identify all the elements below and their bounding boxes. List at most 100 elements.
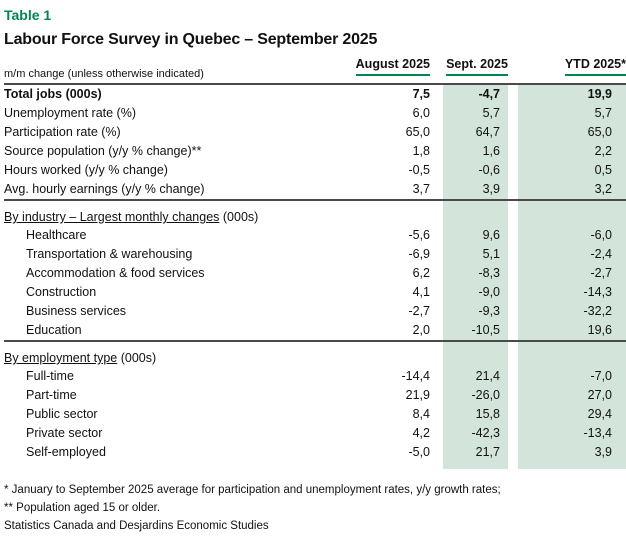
value-september: -9,0 [443,283,508,302]
value-ytd: 5,7 [518,104,626,123]
table-row: Education 2,0 -10,5 19,6 [4,321,626,340]
value-ytd: 0,5 [518,161,626,180]
table-row: Participation rate (%) 65,0 64,7 65,0 [4,123,626,142]
value-september: 9,6 [443,226,508,245]
row-label: Business services [26,304,127,318]
row-label: Public sector [26,407,98,421]
table-row: Business services -2,7 -9,3 -32,2 [4,302,626,321]
value-september: -9,3 [443,302,508,321]
value-september: 21,7 [443,443,508,462]
table-row: Hours worked (y/y % change) -0,5 -0,6 0,… [4,161,626,180]
section-header-by-industry: By industry – Largest monthly changes (0… [4,199,626,226]
value-ytd: -7,0 [518,367,626,386]
section-heading-underlined: By employment type [4,351,118,365]
column-header-september: Sept. 2025 [438,57,516,76]
table-row: Self-employed -5,0 21,7 3,9 [4,443,626,462]
value-september: -4,7 [443,85,508,104]
table-row: Full-time -14,4 21,4 -7,0 [4,367,626,386]
row-label: Unemployment rate (%) [4,106,136,120]
table-row: Part-time 21,9 -26,0 27,0 [4,386,626,405]
table-row: Source population (y/y % change)** 1,8 1… [4,142,626,161]
table-row: Accommodation & food services 6,2 -8,3 -… [4,264,626,283]
value-august: 7,5 [412,87,430,101]
value-september: -10,5 [443,321,508,340]
table-row: Unemployment rate (%) 6,0 5,7 5,7 [4,104,626,123]
table-number-label: Table 1 [4,7,52,23]
value-ytd: -13,4 [518,424,626,443]
row-label: Hours worked (y/y % change) [4,163,168,177]
value-august: -14,4 [401,369,431,383]
value-ytd: -14,3 [518,283,626,302]
value-september: 21,4 [443,367,508,386]
row-label: Self-employed [26,445,106,459]
footnotes: * January to September 2025 average for … [4,481,626,535]
row-label: Participation rate (%) [4,125,121,139]
table-row: Construction 4,1 -9,0 -14,3 [4,283,626,302]
value-september: -8,3 [443,264,508,283]
row-label: Source population (y/y % change)** [4,144,202,158]
empty-cell [443,462,508,469]
row-label: Private sector [26,426,103,440]
value-september: -0,6 [443,161,508,180]
value-ytd: -32,2 [518,302,626,321]
row-label: Construction [26,285,97,299]
table-row: Healthcare -5,6 9,6 -6,0 [4,226,626,245]
empty-cell [443,342,508,367]
empty-cell [443,201,508,226]
value-august: 3,7 [412,182,430,196]
empty-cell [4,462,342,469]
value-august: 4,2 [412,426,430,440]
column-header-august: August 2025 [342,57,430,76]
value-september: 5,7 [443,104,508,123]
value-august: 6,0 [412,106,430,120]
value-august: -6,9 [408,247,430,261]
value-september: 5,1 [443,245,508,264]
page-title: Labour Force Survey in Quebec – Septembe… [4,31,378,48]
value-ytd: 2,2 [518,142,626,161]
value-ytd: 19,9 [518,85,626,104]
footnote-1: * January to September 2025 average for … [4,484,501,496]
value-august: 8,4 [412,407,430,421]
row-label: Transportation & warehousing [26,247,193,261]
column-header-ytd-label: YTD 2025* [564,57,626,76]
table-header-row: m/m change (unless otherwise indicated) … [4,57,626,85]
unit-note: m/m change (unless otherwise indicated) [4,68,204,80]
empty-cell [518,462,626,469]
table-row: Total jobs (000s) 7,5 -4,7 19,9 [4,85,626,104]
column-header-august-label: August 2025 [355,57,430,76]
value-august: 4,1 [412,285,430,299]
value-september: 3,9 [443,180,508,199]
table-row: Public sector 8,4 15,8 29,4 [4,405,626,424]
section-heading: By industry – Largest monthly changes (0… [4,201,342,226]
value-ytd: -2,4 [518,245,626,264]
value-ytd: 29,4 [518,405,626,424]
table-row: Avg. hourly earnings (y/y % change) 3,7 … [4,180,626,199]
value-august: -2,7 [408,304,430,318]
table-row: Private sector 4,2 -42,3 -13,4 [4,424,626,443]
section-heading-suffix: (000s) [117,351,157,365]
row-label: Full-time [26,369,74,383]
source-line: Statistics Canada and Desjardins Economi… [4,520,269,532]
empty-cell [342,462,430,469]
row-label: Healthcare [26,228,87,242]
empty-cell [342,342,430,367]
row-label: Avg. hourly earnings (y/y % change) [4,182,205,196]
value-ytd: -6,0 [518,226,626,245]
value-september: 15,8 [443,405,508,424]
row-label: Part-time [26,388,77,402]
value-ytd: 65,0 [518,123,626,142]
section-heading: By employment type (000s) [4,342,342,367]
row-label: Accommodation & food services [26,266,205,280]
value-august: 2,0 [412,323,430,337]
value-august: 21,9 [405,388,430,402]
value-ytd: 27,0 [518,386,626,405]
value-august: -5,6 [408,228,430,242]
footnote-2: ** Population aged 15 or older. [4,502,161,514]
empty-cell [518,342,626,367]
value-august: 65,0 [405,125,430,139]
value-august: -5,0 [408,445,430,459]
value-ytd: 3,2 [518,180,626,199]
row-label: Education [26,323,82,337]
section-heading-underlined: By industry – Largest monthly changes [4,210,220,224]
